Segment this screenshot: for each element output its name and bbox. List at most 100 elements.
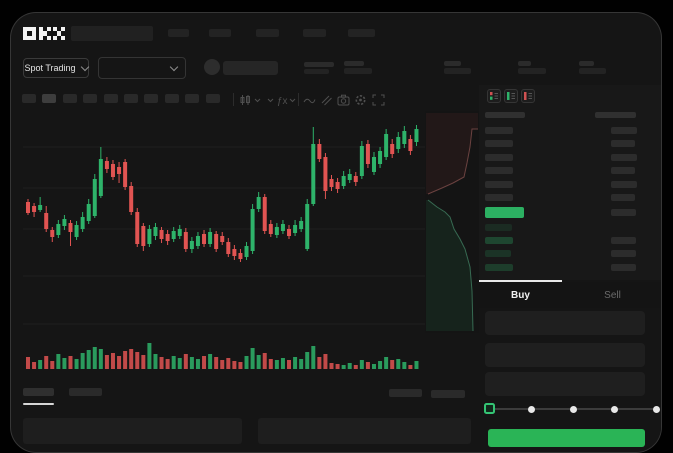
timeframe-button[interactable] <box>42 94 57 103</box>
stat-value-placeholder <box>344 68 372 74</box>
amount-input[interactable] <box>485 343 645 367</box>
orderbook-view-combined-icon[interactable] <box>487 89 501 103</box>
buy-sell-tabs: Buy Sell <box>479 282 661 308</box>
header-search-placeholder[interactable] <box>71 26 153 41</box>
ask-row-price-bar[interactable] <box>485 194 513 201</box>
ob-header-price <box>485 112 525 118</box>
slider-stop-dot[interactable] <box>611 406 618 413</box>
tab-buy[interactable]: Buy <box>511 289 530 301</box>
bottom-tab-order-history[interactable] <box>69 388 102 396</box>
timeframe-button[interactable] <box>205 94 220 103</box>
indicators-fx-icon[interactable]: ƒx <box>277 94 293 106</box>
fullscreen-icon[interactable] <box>372 94 385 106</box>
slider-stop-dot[interactable] <box>652 406 660 413</box>
nav-item-placeholder[interactable] <box>303 29 326 37</box>
slider-stop-dot[interactable] <box>528 406 535 413</box>
bottom-action-placeholder[interactable] <box>389 389 422 397</box>
ask-row-price-bar[interactable] <box>485 140 513 148</box>
depth-chart[interactable] <box>425 111 479 333</box>
line-tool-icon[interactable] <box>303 94 316 106</box>
bid-row-amount-bar[interactable] <box>611 263 636 271</box>
brand-text: OKX <box>11 13 12 14</box>
ask-row-price-bar[interactable] <box>485 167 513 175</box>
svg-text:ƒx: ƒx <box>277 96 288 106</box>
stat-label-placeholder <box>444 61 461 66</box>
market-type-selector[interactable]: Spot Trading <box>23 58 89 78</box>
draw-tool-icon[interactable] <box>320 94 333 106</box>
ask-row-amount-bar[interactable] <box>611 180 637 188</box>
nav-item-placeholder[interactable] <box>209 29 231 37</box>
timeframe-button[interactable] <box>83 94 98 103</box>
nav-item-placeholder[interactable] <box>168 29 189 37</box>
timeframe-button[interactable] <box>164 94 179 103</box>
ob-header-amount <box>595 112 636 118</box>
pair-selector-dropdown[interactable] <box>98 57 186 79</box>
ask-row-price-bar[interactable] <box>485 180 513 188</box>
chevron-down-icon[interactable] <box>289 98 296 103</box>
last-price-highlight[interactable] <box>485 207 524 218</box>
chevron-down-icon <box>169 62 179 72</box>
bottom-panel-left <box>23 418 242 444</box>
stat-value-placeholder <box>579 68 606 74</box>
stat-label-placeholder <box>579 61 594 66</box>
timeframe-button[interactable] <box>22 94 36 103</box>
market-type-label: Spot Trading <box>24 63 76 73</box>
timeframe-button[interactable] <box>62 94 77 103</box>
bottom-tab-open-orders[interactable] <box>23 388 54 396</box>
app-window: OKX Spot Trading ƒx <box>10 12 662 453</box>
okx-logo <box>23 27 65 40</box>
timeframe-button[interactable] <box>103 94 118 103</box>
bottom-active-tab-indicator <box>23 403 54 405</box>
timeframe-button[interactable] <box>124 94 138 103</box>
total-input[interactable] <box>485 372 645 396</box>
tab-sell[interactable]: Sell <box>604 289 621 301</box>
orderbook-panel <box>479 85 661 280</box>
volume-bars <box>26 343 419 369</box>
bid-row-price-bar[interactable] <box>485 263 513 271</box>
ask-row-amount-bar[interactable] <box>611 194 635 201</box>
chevron-down-icon[interactable] <box>267 98 274 103</box>
divider <box>298 93 299 106</box>
ask-row-amount-bar[interactable] <box>611 140 635 148</box>
nav-item-placeholder[interactable] <box>256 29 279 37</box>
ask-row-price-bar[interactable] <box>485 127 513 134</box>
price-input[interactable] <box>485 311 645 335</box>
stat-label-placeholder <box>344 61 364 66</box>
bottom-action-placeholder[interactable] <box>431 390 465 398</box>
ask-row-amount-bar[interactable] <box>611 153 637 161</box>
price-placeholder <box>223 61 278 75</box>
orderbook-view-bids-icon[interactable] <box>504 89 518 103</box>
chevron-down-icon[interactable] <box>254 98 261 103</box>
ask-row-price-bar[interactable] <box>485 153 513 161</box>
bid-row-price-bar[interactable] <box>485 250 511 258</box>
chevron-down-icon <box>80 62 89 72</box>
ask-row-amount-bar[interactable] <box>611 167 635 175</box>
stat-value-placeholder <box>518 68 546 74</box>
settings-gear-icon[interactable] <box>354 94 367 106</box>
divider <box>233 93 234 106</box>
buy-submit-button[interactable] <box>488 429 645 447</box>
stat-label-placeholder <box>518 61 531 66</box>
timeframe-button[interactable] <box>144 94 159 103</box>
bottom-panel-right <box>258 418 471 444</box>
bid-row-price-bar[interactable] <box>485 223 512 231</box>
snapshot-camera-icon[interactable] <box>337 94 350 106</box>
candle-style-icon[interactable] <box>239 94 251 106</box>
ticker-stat-placeholder <box>304 62 334 67</box>
active-tab-indicator <box>479 280 562 282</box>
bid-row-amount-bar[interactable] <box>611 236 636 244</box>
pair-avatar <box>204 59 220 75</box>
trade-panel: Buy Sell <box>479 280 661 452</box>
last-price-amount-bar <box>611 209 636 216</box>
amount-slider-handle[interactable] <box>484 403 495 414</box>
stat-value-placeholder <box>444 68 471 74</box>
slider-stop-dot[interactable] <box>569 406 577 413</box>
ask-row-amount-bar[interactable] <box>611 127 637 134</box>
timeframe-button[interactable] <box>185 94 200 103</box>
orderbook-view-asks-icon[interactable] <box>521 89 535 103</box>
nav-item-placeholder[interactable] <box>348 29 375 37</box>
bid-row-price-bar[interactable] <box>485 236 513 244</box>
bid-row-amount-bar[interactable] <box>611 250 636 258</box>
candlestick-chart[interactable] <box>23 109 425 339</box>
ticker-stat-placeholder <box>304 69 329 74</box>
